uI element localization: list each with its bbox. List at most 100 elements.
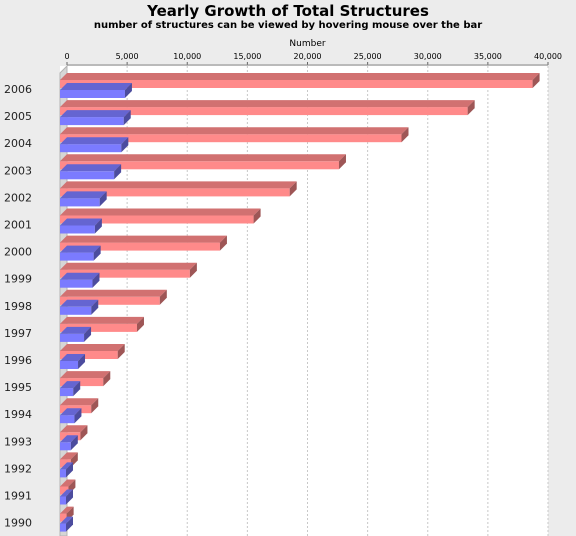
bar[interactable] xyxy=(60,323,137,332)
bar[interactable] xyxy=(60,415,75,424)
bar-top-face xyxy=(60,154,346,162)
bar-side-face xyxy=(91,398,99,414)
x-tick-label: 40,000 xyxy=(534,52,562,61)
bar[interactable] xyxy=(60,144,122,153)
bar[interactable] xyxy=(60,378,104,387)
bar[interactable] xyxy=(60,134,402,143)
bar-top-face xyxy=(60,164,122,172)
category-label: 1998 xyxy=(4,300,32,313)
bar-top-face xyxy=(60,272,100,280)
category-label: 1990 xyxy=(4,517,32,530)
bar-side-face xyxy=(159,289,167,305)
bar-top-face xyxy=(60,506,74,514)
bar-top-face xyxy=(60,316,144,324)
category-label: 1993 xyxy=(4,435,32,448)
category-label: 1991 xyxy=(4,490,32,503)
bars xyxy=(60,73,540,532)
bar[interactable] xyxy=(60,361,79,369)
bar-top-face xyxy=(60,326,92,334)
bar-top-face xyxy=(60,137,129,145)
x-tick-label: 20,000 xyxy=(294,52,322,61)
bar[interactable] xyxy=(60,496,67,505)
category-label: 1996 xyxy=(4,354,32,367)
bar-side-face xyxy=(532,73,540,88)
category-label: 1994 xyxy=(4,408,32,421)
bar-side-face xyxy=(74,408,82,424)
bar[interactable] xyxy=(60,252,94,261)
bar-top-face xyxy=(60,127,409,135)
bar-top-face xyxy=(60,479,76,487)
bar-side-face xyxy=(73,381,81,397)
bar-top-face xyxy=(60,83,132,90)
bar[interactable] xyxy=(60,107,468,116)
bar[interactable] xyxy=(60,442,71,451)
bar[interactable] xyxy=(60,459,71,468)
bar[interactable] xyxy=(60,171,115,180)
bar-top-face xyxy=(60,100,475,108)
bar-side-face xyxy=(114,164,122,180)
bar-side-face xyxy=(117,344,125,359)
bar-top-face xyxy=(60,489,74,497)
x-tick-label: 15,000 xyxy=(233,52,261,61)
category-label: 2003 xyxy=(4,164,32,177)
bar-top-face xyxy=(60,218,102,226)
bar-top-face xyxy=(60,262,197,270)
bar-top-face xyxy=(60,235,227,243)
bar[interactable] xyxy=(60,279,93,288)
bar-top-face xyxy=(60,110,131,118)
bar[interactable] xyxy=(60,513,67,522)
bar[interactable] xyxy=(60,296,160,305)
bar-side-face xyxy=(70,435,78,451)
bar-side-face xyxy=(66,462,74,478)
category-label: 1992 xyxy=(4,462,32,475)
chart-title: Yearly Growth of Total Structures xyxy=(147,2,429,20)
bar-top-face xyxy=(60,516,74,524)
bar[interactable] xyxy=(60,306,92,315)
category-label: 2006 xyxy=(4,83,32,96)
bar-top-face xyxy=(60,208,261,216)
bar-side-face xyxy=(66,489,74,505)
bar[interactable] xyxy=(60,351,118,359)
chart-subtitle: number of structures can be viewed by ho… xyxy=(93,20,483,31)
bar[interactable] xyxy=(60,469,67,478)
x-axis-title: Number xyxy=(289,39,325,49)
bar[interactable] xyxy=(60,117,124,126)
bar-side-face xyxy=(78,354,86,369)
bar-side-face xyxy=(338,154,346,170)
bar[interactable] xyxy=(60,161,339,170)
bar-top-face xyxy=(60,435,78,443)
bar-side-face xyxy=(94,218,102,234)
bar[interactable] xyxy=(60,188,290,197)
bar-side-face xyxy=(219,235,227,251)
category-label: 2005 xyxy=(4,110,32,123)
bar-side-face xyxy=(121,137,129,153)
x-tick-label: 10,000 xyxy=(173,52,201,61)
x-tick-label: 0 xyxy=(64,52,69,61)
category-label: 2002 xyxy=(4,191,32,204)
bar[interactable] xyxy=(60,269,190,278)
bar[interactable] xyxy=(60,225,95,234)
bar-top-face xyxy=(60,344,125,351)
bar-side-face xyxy=(93,245,101,261)
bar-top-face xyxy=(60,299,99,307)
bar[interactable] xyxy=(60,486,69,495)
bar-side-face xyxy=(66,516,74,532)
bar[interactable] xyxy=(60,242,220,251)
bar-side-face xyxy=(467,100,475,116)
bar[interactable] xyxy=(60,80,533,88)
bar-top-face xyxy=(60,73,540,80)
bar[interactable] xyxy=(60,523,67,532)
bar-side-face xyxy=(103,371,111,387)
bar-top-face xyxy=(60,462,74,470)
bar[interactable] xyxy=(60,90,125,98)
bar[interactable] xyxy=(60,333,85,342)
category-label: 1995 xyxy=(4,381,32,394)
bar-side-face xyxy=(99,191,107,207)
bar[interactable] xyxy=(60,198,100,207)
bar-side-face xyxy=(80,425,88,441)
x-tick-label: 5,000 xyxy=(116,52,139,61)
bar[interactable] xyxy=(60,215,254,224)
category-label: 1999 xyxy=(4,273,32,286)
bar[interactable] xyxy=(60,388,74,397)
